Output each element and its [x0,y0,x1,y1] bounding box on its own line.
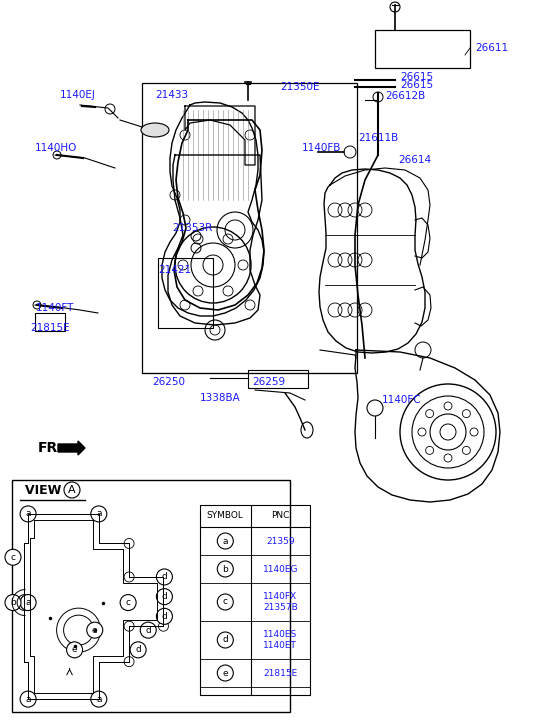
Text: 1140EG: 1140EG [263,564,298,574]
Text: 1140FC: 1140FC [382,395,422,405]
Text: 21359: 21359 [266,537,295,545]
Text: e: e [72,646,78,654]
Circle shape [5,595,21,611]
Circle shape [120,595,136,611]
Circle shape [130,642,146,658]
Text: d: d [223,635,228,645]
Text: a: a [96,510,102,518]
Text: 1140HO: 1140HO [35,143,78,153]
Text: A: A [68,485,76,495]
Text: d: d [162,572,167,582]
Text: 21353R: 21353R [172,223,212,233]
Text: 26250: 26250 [152,377,185,387]
Text: 26615: 26615 [400,72,433,82]
Bar [12,480,290,712]
Circle shape [20,506,36,522]
Text: 21433: 21433 [155,90,188,100]
Polygon shape [58,441,85,455]
Text: 21815E: 21815E [30,323,70,333]
Text: a: a [223,537,228,545]
Text: VIEW: VIEW [25,483,66,497]
Circle shape [20,595,36,611]
Bar [248,370,308,388]
Text: 1140EJ: 1140EJ [60,90,96,100]
Text: a: a [96,694,102,704]
Text: FR.: FR. [38,441,64,455]
Text: e: e [223,669,228,678]
Bar [375,30,470,68]
Circle shape [87,622,103,638]
Text: 21350E: 21350E [280,82,319,92]
Text: a: a [25,694,31,704]
Text: d: d [162,593,167,601]
Text: 26611: 26611 [475,43,508,53]
Bar [158,258,213,328]
Text: 21421: 21421 [158,265,191,275]
Text: SYMBOL: SYMBOL [207,512,244,521]
Text: d: d [162,612,167,621]
Bar [200,505,310,695]
Text: PNC: PNC [271,512,289,521]
Circle shape [140,622,156,638]
Circle shape [217,594,233,610]
Text: d: d [146,626,151,635]
Circle shape [217,665,233,681]
Text: 21815E: 21815E [263,669,297,678]
Text: a: a [25,598,31,607]
Circle shape [156,608,172,624]
Circle shape [64,482,80,498]
Ellipse shape [141,123,169,137]
Text: 1140FX
21357B: 1140FX 21357B [263,592,297,612]
Text: c: c [11,553,16,562]
Text: b: b [223,564,228,574]
Bar [142,83,357,373]
Circle shape [91,506,107,522]
Text: a: a [25,510,31,518]
Text: e: e [92,626,97,635]
Text: 1140FT: 1140FT [36,303,74,313]
Circle shape [217,533,233,549]
Text: c: c [223,598,228,606]
Circle shape [66,642,82,658]
Bar [35,313,65,331]
Circle shape [217,561,233,577]
Text: 21611B: 21611B [358,133,398,143]
Text: 26615: 26615 [400,80,433,90]
Circle shape [156,589,172,605]
Text: d: d [135,646,141,654]
Circle shape [91,691,107,707]
Text: c: c [126,598,131,607]
Circle shape [20,691,36,707]
Circle shape [217,632,233,648]
Text: 26614: 26614 [398,155,431,165]
Text: 26259: 26259 [252,377,285,387]
Circle shape [156,569,172,585]
Text: 1338BA: 1338BA [200,393,241,403]
Text: 1140FB: 1140FB [302,143,341,153]
Text: 1140ES
1140ET: 1140ES 1140ET [263,630,297,650]
Text: 26612B: 26612B [385,91,425,101]
Circle shape [5,550,21,566]
Text: b: b [10,598,16,607]
